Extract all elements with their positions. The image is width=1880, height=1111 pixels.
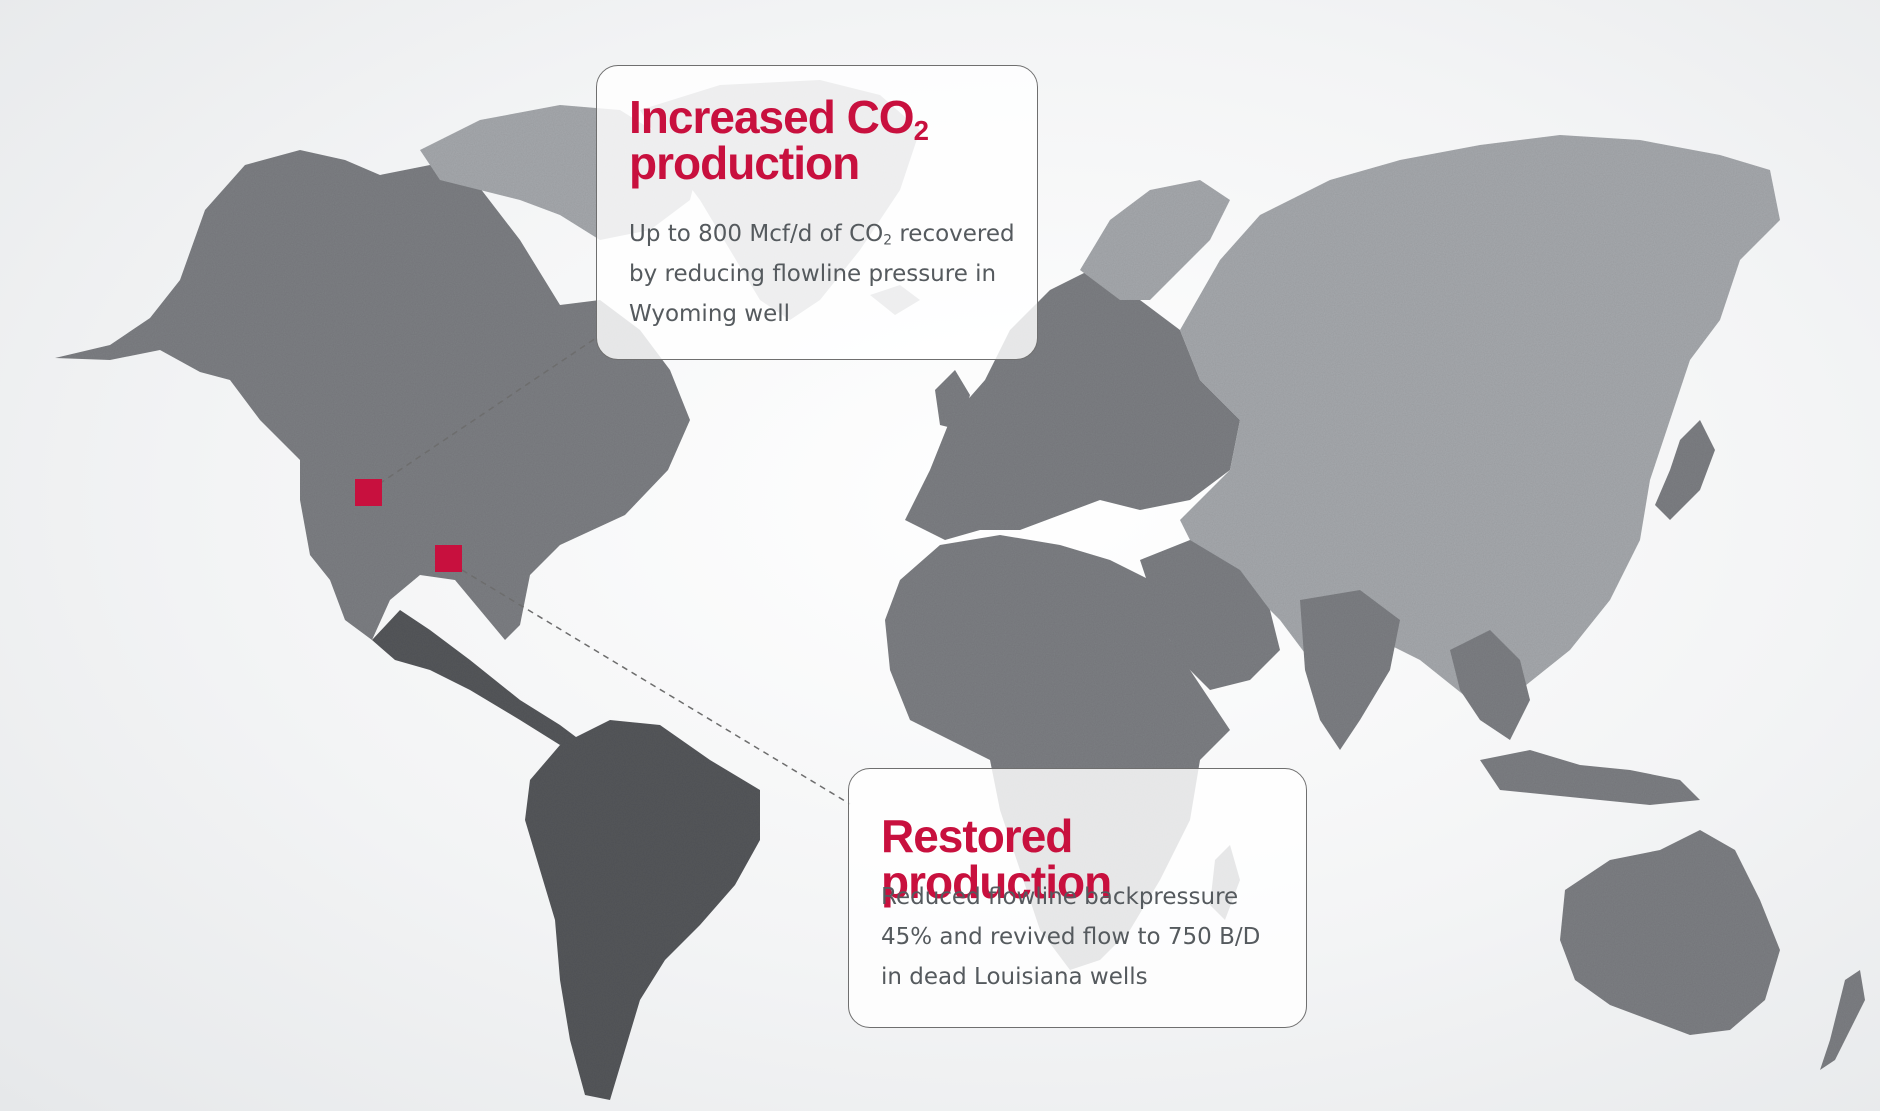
asia-shape [1180,135,1780,700]
callout-body: Reduced flowline backpressure 45% and re… [881,884,1261,990]
southeast-asia-shape [1450,630,1530,740]
callout-title-text: Increased CO [629,91,915,143]
scandinavia-shape [1080,180,1230,300]
callout-title-subscript: 2 [913,114,929,146]
callout-title: Increased CO2 production [629,91,929,189]
callout-body: Up to 800 Mcf/d of CO2 recovered by redu… [629,214,1019,334]
japan-shape [1655,420,1715,520]
callout-body-subscript: 2 [883,232,893,249]
europe-shape [905,270,1240,540]
arabia-shape [1140,540,1280,690]
connector-line-louisiana [461,569,851,805]
marker-louisiana-wells[interactable] [435,545,462,572]
callout-title: Restored production [881,810,1112,908]
indonesia-shape [1480,750,1700,805]
connector-line-wyoming [369,337,597,491]
callout-body-text: Up to 800 Mcf/d of CO [629,221,884,247]
india-shape [1300,590,1400,750]
callout-title-text-line2: production [629,137,860,189]
marker-wyoming-well[interactable] [355,479,382,506]
new-zealand-shape [1820,970,1865,1070]
callout-restored-production: Restored production Reduced flowline bac… [848,768,1307,1028]
callout-body-text-rest: recovered by reducing flowline pressure … [629,221,1015,327]
south-america-shape [525,720,760,1100]
central-america-shape [372,610,580,745]
callout-co2-production: Increased CO2 production Up to 800 Mcf/d… [596,65,1038,360]
british-isles-shape [935,370,970,430]
north-america-shape [55,150,690,640]
australia-shape [1560,830,1780,1035]
